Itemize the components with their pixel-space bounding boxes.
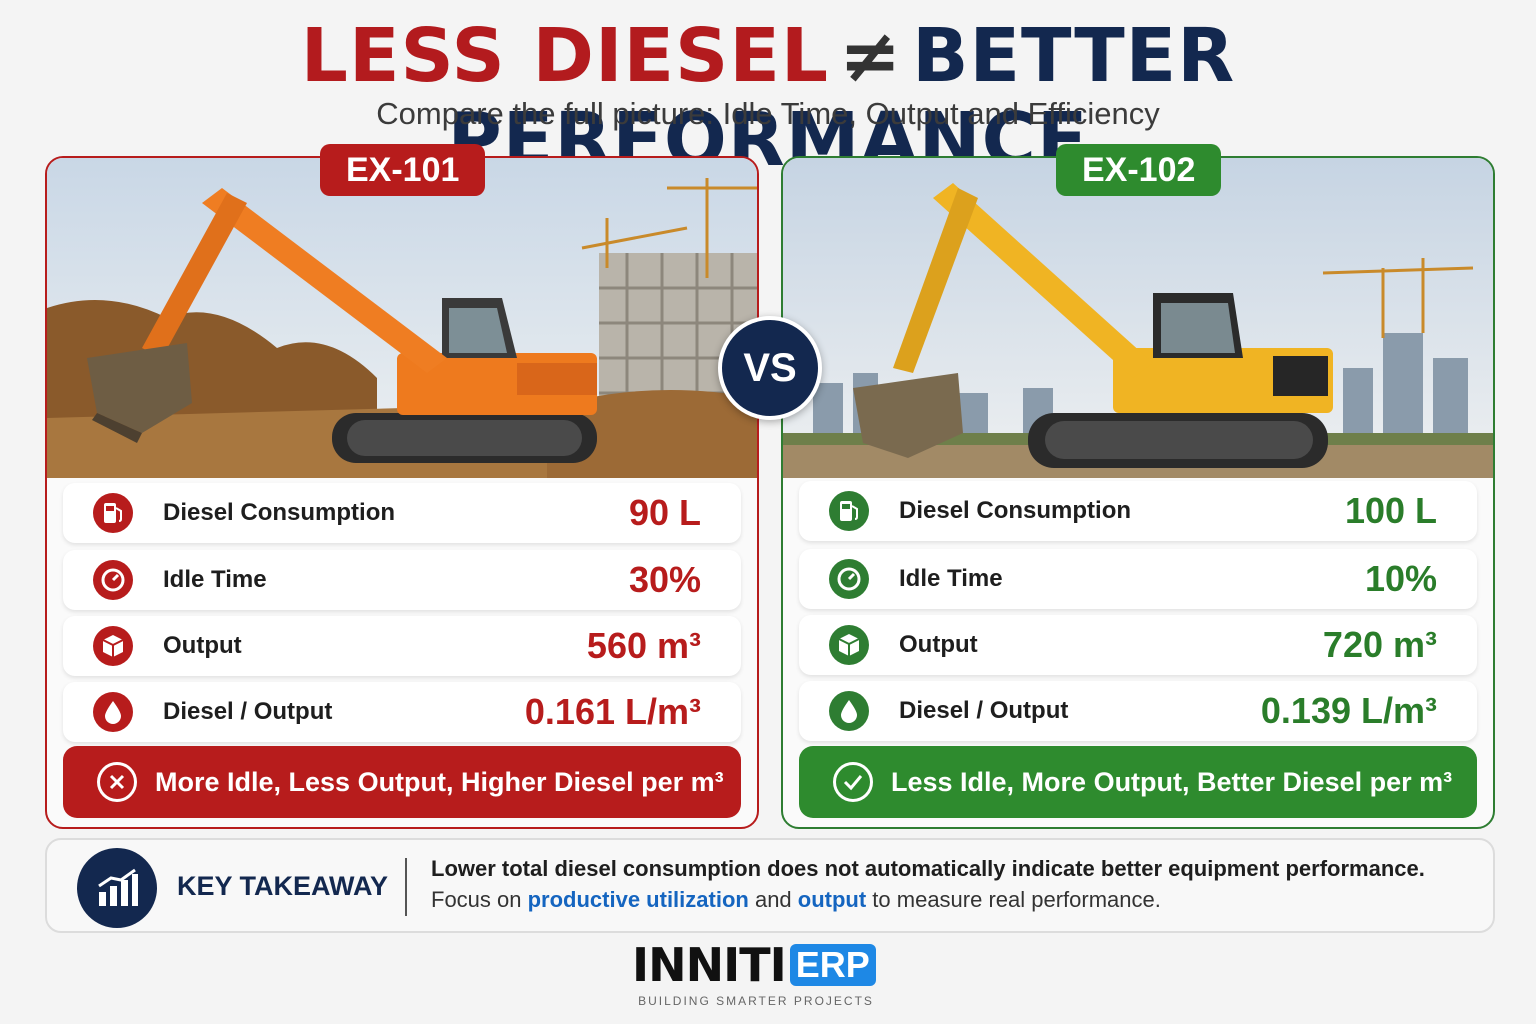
metric-value: 30%	[628, 559, 701, 600]
machine-id-tag: EX-101	[320, 144, 486, 196]
takeaway-line2: Focus on productive utilization and outp…	[431, 887, 1161, 913]
verdict-banner-positive: Less Idle, More Output, Better Diesel pe…	[799, 746, 1477, 818]
metric-value: 560 m³	[586, 625, 701, 666]
takeaway-text: and	[748, 887, 798, 912]
metric-value: 90 L	[628, 492, 701, 533]
metric-row-output: Output 720 m³	[799, 615, 1477, 675]
excavator-photo-yellow	[783, 158, 1493, 478]
brand-tagline: BUILDING SMARTER PROJECTS	[638, 994, 874, 1008]
cube-icon	[93, 626, 133, 666]
verdict-text: More Idle, Less Output, Higher Diesel pe…	[155, 767, 724, 797]
vs-badge: VS	[718, 316, 822, 420]
brand-name: INNITI	[632, 938, 787, 992]
metric-label: Output	[899, 631, 978, 658]
metric-label: Diesel / Output	[899, 697, 1069, 724]
takeaway-text: Focus on	[431, 887, 528, 912]
metric-label: Diesel Consumption	[163, 499, 396, 526]
verdict-text: Less Idle, More Output, Better Diesel pe…	[891, 767, 1453, 797]
not-equal-symbol: ≠	[839, 13, 903, 99]
excavator-photo-orange	[47, 158, 757, 478]
highlight-output: output	[797, 887, 867, 912]
bar-chart-icon	[77, 848, 157, 928]
gauge-icon	[93, 560, 133, 600]
brand-erp-badge: ERP	[789, 944, 876, 986]
divider	[405, 858, 407, 916]
metric-label: Idle Time	[163, 566, 267, 593]
metric-value: 100 L	[1344, 490, 1437, 531]
gauge-icon	[829, 559, 869, 599]
highlight-productive-utilization: productive utilization	[527, 887, 749, 912]
cube-icon	[829, 625, 869, 665]
machine-card-ex102: EX-102 Diesel Consumption 100 L Idle Tim…	[781, 144, 1495, 829]
fuel-pump-icon	[93, 493, 133, 533]
droplet-icon	[829, 691, 869, 731]
metric-value: 0.139 L/m³	[1260, 690, 1437, 731]
brand-logo: INNITI ERP	[632, 942, 876, 988]
x-circle-icon	[97, 762, 137, 802]
metric-row-diesel-consumption: Diesel Consumption 90 L	[63, 483, 741, 543]
metric-row-idle-time: Idle Time 30%	[63, 550, 741, 610]
takeaway-line1: Lower total diesel consumption does not …	[431, 856, 1425, 881]
headline-part1: LESS DIESEL	[300, 13, 830, 99]
key-takeaway-box: KEY TAKEAWAY Lower total diesel consumpt…	[45, 838, 1495, 933]
metric-label: Output	[163, 632, 242, 659]
metric-label: Idle Time	[899, 565, 1003, 592]
machine-id-tag: EX-102	[1056, 144, 1222, 196]
metric-label: Diesel Consumption	[899, 497, 1132, 524]
metric-row-diesel-per-output: Diesel / Output 0.139 L/m³	[799, 681, 1477, 741]
metric-value: 0.161 L/m³	[524, 691, 701, 732]
metric-value: 10%	[1364, 558, 1437, 599]
metric-row-diesel-consumption: Diesel Consumption 100 L	[799, 481, 1477, 541]
verdict-banner-negative: More Idle, Less Output, Higher Diesel pe…	[63, 746, 741, 818]
fuel-pump-icon	[829, 491, 869, 531]
metric-row-output: Output 560 m³	[63, 616, 741, 676]
takeaway-title: KEY TAKEAWAY	[177, 871, 389, 901]
check-circle-icon	[833, 762, 873, 802]
subtitle: Compare the full picture: Idle Time, Out…	[376, 96, 1160, 131]
metric-row-idle-time: Idle Time 10%	[799, 549, 1477, 609]
metric-label: Diesel / Output	[163, 698, 333, 725]
metric-row-diesel-per-output: Diesel / Output 0.161 L/m³	[63, 682, 741, 742]
takeaway-text: to measure real performance.	[866, 887, 1161, 912]
droplet-icon	[93, 692, 133, 732]
metric-value: 720 m³	[1322, 624, 1437, 665]
machine-card-ex101: EX-101 Diesel Consumption 90 L Idle Time…	[45, 144, 759, 829]
